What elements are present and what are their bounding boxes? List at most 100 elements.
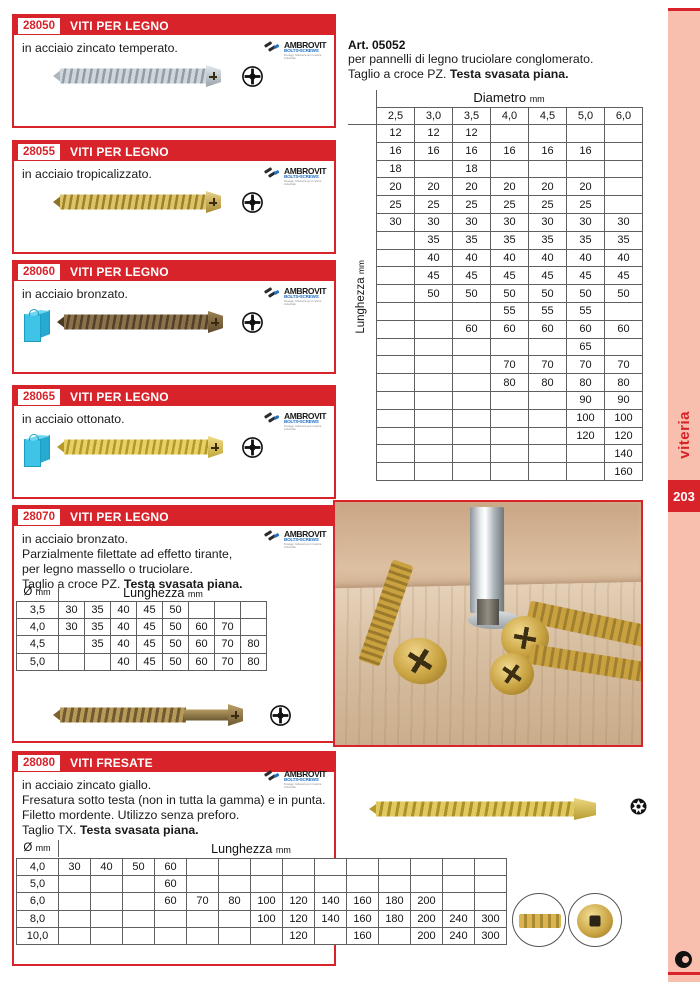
table-row[interactable]: 3,5 30 35 40 45 50 bbox=[16, 600, 267, 620]
cell-1-6: 70 bbox=[214, 618, 241, 637]
cell-17-6: 120 bbox=[604, 426, 643, 446]
table-row[interactable]: 160 bbox=[376, 462, 643, 481]
article-line-2-bold: Testa svasata piana. bbox=[449, 67, 569, 81]
cell-14-3: 80 bbox=[490, 373, 529, 392]
ambrovit-tagline: Fissaggi, bulloneria per il settore indu… bbox=[284, 543, 322, 549]
product-description-28065: in acciaio ottonato. bbox=[22, 412, 125, 426]
table-row[interactable]: 12 12 12 bbox=[376, 124, 643, 143]
table-row[interactable]: 45 45 45 45 45 45 bbox=[376, 266, 643, 286]
table-row[interactable]: 35 35 35 35 35 35 bbox=[376, 230, 643, 250]
cell-12-4 bbox=[528, 337, 567, 357]
cell-3-1 bbox=[90, 909, 123, 928]
cell-3-6: 70 bbox=[214, 652, 241, 671]
table-row[interactable]: 25 25 25 25 25 25 bbox=[376, 195, 643, 214]
product-block-28060[interactable]: 28060 VITI PER LEGNO in acciaio bronzato… bbox=[12, 260, 336, 374]
table-row[interactable]: 8,0 100 120 140 160 180 200 240 300 bbox=[16, 909, 507, 928]
product-block-28065[interactable]: 28065 VITI PER LEGNO in acciaio ottonato… bbox=[12, 385, 336, 499]
table-row[interactable]: 140 bbox=[376, 444, 643, 464]
cell-6-0 bbox=[376, 230, 415, 250]
cell-19-1 bbox=[414, 462, 453, 481]
size-table-05052[interactable]: 2,5 3,0 3,5 4,0 4,5 5,0 6,0 12 12 12 16 16 16 16 16 16… bbox=[376, 107, 643, 481]
product-code-28055: 28055 bbox=[18, 143, 60, 160]
cell-0-11 bbox=[410, 857, 443, 877]
cell-2-7: 80 bbox=[240, 635, 267, 654]
cell-0-0: 30 bbox=[58, 600, 85, 620]
cell-1-4: 50 bbox=[162, 618, 189, 637]
product-title-28080: VITI FRESATE bbox=[69, 755, 153, 770]
cell-2-11: 200 bbox=[410, 892, 443, 911]
cell-11-3: 60 bbox=[490, 319, 529, 339]
product-code-28060: 28060 bbox=[18, 263, 60, 280]
ambrovit-sub: BOLTS•SCREWS bbox=[284, 537, 319, 542]
diameter-header-28080: Ø mm bbox=[16, 842, 58, 854]
cell-0-4: 50 bbox=[162, 600, 189, 620]
table-row[interactable]: 4,0 30 40 50 60 bbox=[16, 857, 507, 877]
column-header-0: 2,5 bbox=[376, 107, 415, 125]
table-row[interactable]: 4,0 30 35 40 45 50 60 70 bbox=[16, 618, 267, 637]
cell-5-1: 30 bbox=[414, 212, 453, 232]
ambrovit-sub: BOLTS•SCREWS bbox=[284, 48, 319, 53]
table-row[interactable]: 6,0 60 70 80 100 120 140 160 180 200 bbox=[16, 892, 507, 911]
cell-19-2 bbox=[452, 462, 491, 481]
table-row[interactable]: 100 100 bbox=[376, 408, 643, 428]
cell-3-4: 20 bbox=[528, 177, 567, 197]
screw-illustration-28070 bbox=[53, 703, 260, 727]
cell-0-7 bbox=[282, 857, 315, 877]
cell-14-4: 80 bbox=[528, 373, 567, 392]
cell-2-3: 60 bbox=[154, 892, 187, 911]
table-row[interactable]: 18 18 bbox=[376, 159, 643, 179]
cell-2-1 bbox=[90, 892, 123, 911]
article-line-2-plain: Taglio a croce PZ. bbox=[348, 67, 447, 81]
table-row[interactable]: 55 55 55 bbox=[376, 301, 643, 321]
cell-5-6: 30 bbox=[604, 212, 643, 232]
cell-4-0 bbox=[58, 926, 91, 945]
product-block-28050[interactable]: 28050 VITI PER LEGNO in acciaio zincato … bbox=[12, 14, 336, 128]
cell-2-x1 bbox=[474, 892, 507, 911]
table-row[interactable]: 10,0 120 160 200 240 300 bbox=[16, 926, 507, 945]
cell-1-11 bbox=[410, 875, 443, 894]
screw-illustration-28055 bbox=[53, 190, 230, 214]
table-row[interactable]: 65 bbox=[376, 337, 643, 357]
cell-2-1: 35 bbox=[84, 635, 111, 654]
table-row[interactable]: 5,0 60 bbox=[16, 875, 507, 894]
sidebar-bottom-rule bbox=[668, 972, 700, 975]
blue-carton-box-icon bbox=[24, 308, 50, 342]
cell-4-4 bbox=[186, 926, 219, 945]
size-table-28070[interactable]: 3,5 30 35 40 45 50 4,0 30 35 40 45 50 60 70 4,5 35 40… bbox=[16, 600, 267, 671]
ambrovit-logo-icon: AMBROVIT BOLTS•SCREWS Fissaggi, bulloner… bbox=[263, 529, 327, 551]
cell-3-3: 20 bbox=[490, 177, 529, 197]
desc-28080-line3: Filetto mordente. Utilizzo senza preforo… bbox=[22, 808, 240, 822]
cell-7-2: 40 bbox=[452, 248, 491, 268]
ambrovit-name: AMBROVIT bbox=[284, 40, 327, 50]
table-row[interactable]: 50 50 50 50 50 50 bbox=[376, 284, 643, 303]
cell-2-9: 160 bbox=[346, 892, 379, 911]
table-row[interactable]: 90 90 bbox=[376, 390, 643, 410]
cell-3-5 bbox=[218, 909, 251, 928]
cell-1-x1 bbox=[474, 875, 507, 894]
table-row[interactable]: 80 80 80 80 bbox=[376, 373, 643, 392]
product-code-28050: 28050 bbox=[18, 17, 60, 34]
product-title-28065: VITI PER LEGNO bbox=[69, 389, 169, 404]
cell-3-5: 60 bbox=[188, 652, 215, 671]
cell-4-10 bbox=[378, 926, 411, 945]
table-row[interactable]: 70 70 70 70 bbox=[376, 355, 643, 375]
ambrovit-tagline: Fissaggi, bulloneria per il settore indu… bbox=[284, 300, 322, 306]
table-row[interactable]: 40 40 40 40 40 40 bbox=[376, 248, 643, 268]
table-row[interactable]: 60 60 60 60 60 bbox=[376, 319, 643, 339]
pz-cross-drive-icon-28060 bbox=[242, 312, 263, 333]
table-row[interactable]: 5,0 40 45 50 60 70 80 bbox=[16, 652, 267, 671]
table-row[interactable]: 20 20 20 20 20 20 bbox=[376, 177, 643, 197]
cell-1-8 bbox=[314, 875, 347, 894]
ambrovit-sub: BOLTS•SCREWS bbox=[284, 294, 319, 299]
table-row[interactable]: 30 30 30 30 30 30 30 bbox=[376, 212, 643, 232]
cell-2-2 bbox=[122, 892, 155, 911]
product-block-28055[interactable]: 28055 VITI PER LEGNO in acciaio tropical… bbox=[12, 140, 336, 254]
desc-28070-line4-plain: Taglio a croce PZ. bbox=[22, 577, 121, 591]
table-row[interactable]: 16 16 16 16 16 16 bbox=[376, 141, 643, 161]
cell-1-2: 40 bbox=[110, 618, 137, 637]
size-table-28080[interactable]: 4,0 30 40 50 60 5,0 60 6,0 60 70 80 100 120 140 16… bbox=[16, 857, 507, 945]
cell-5-2: 30 bbox=[452, 212, 491, 232]
table-row[interactable]: 120 120 bbox=[376, 426, 643, 446]
table-row[interactable]: 4,5 35 40 45 50 60 70 80 bbox=[16, 635, 267, 654]
block-header-28065: 28065 VITI PER LEGNO bbox=[14, 387, 334, 406]
